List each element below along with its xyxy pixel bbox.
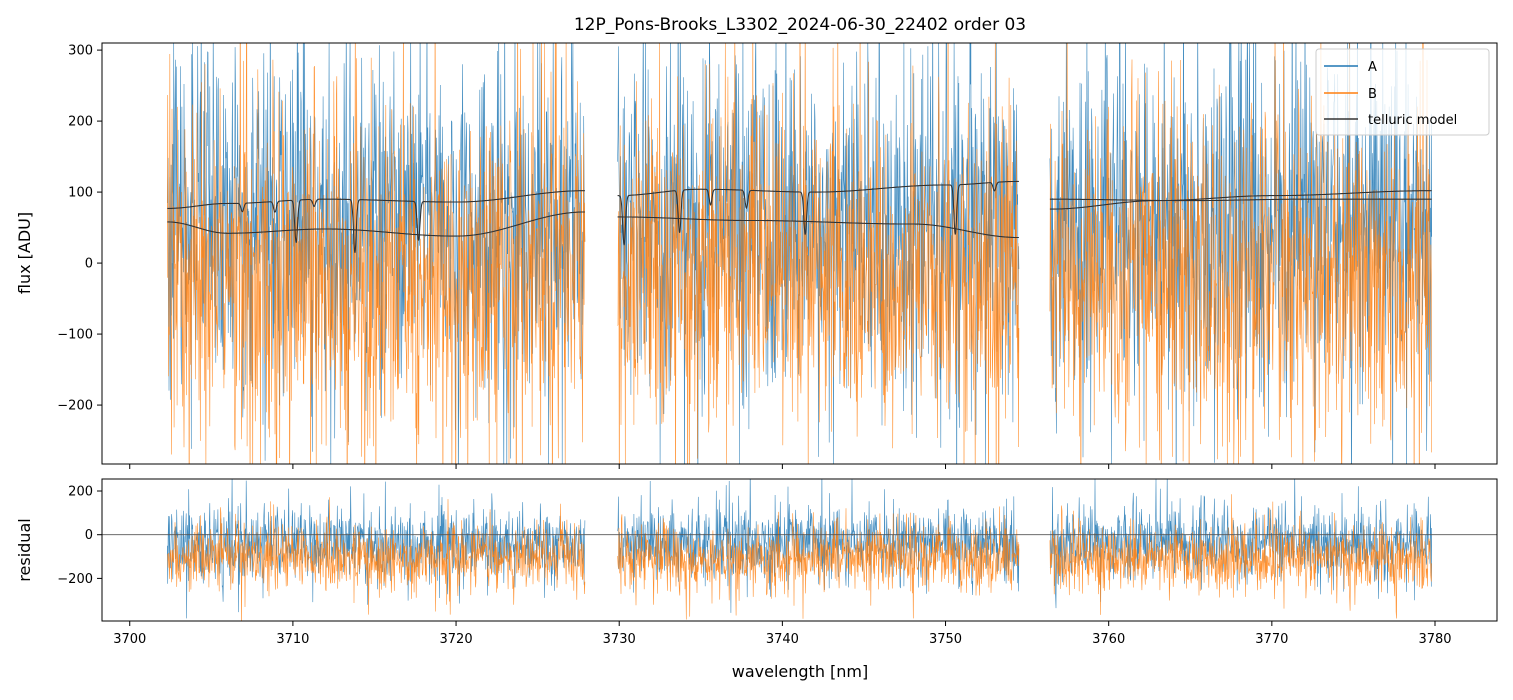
bottom-plot-area bbox=[102, 479, 1497, 621]
top-y-tick-label-4: 200 bbox=[68, 115, 93, 130]
x-tick-label-3710: 3710 bbox=[276, 632, 309, 647]
top-telluric-model-b-seg1 bbox=[617, 216, 1019, 239]
top-telluric-model-b-seg0 bbox=[167, 211, 585, 237]
top-y-tick-label-2: 0 bbox=[85, 257, 93, 272]
legend-label-telluric: telluric model bbox=[1368, 113, 1457, 128]
top-telluric-model-a-seg1 bbox=[617, 180, 1019, 246]
top-telluric-model-b-seg2 bbox=[1049, 190, 1432, 210]
legend-label-b: B bbox=[1368, 87, 1377, 102]
top-plot-area bbox=[167, 43, 1432, 464]
residual-panel: 3700 3710 3720 3730 3740 3750 3760 3770 3780 −200… bbox=[57, 478, 1498, 647]
x-tick-label-3760: 3760 bbox=[1092, 632, 1125, 647]
top-telluric-model-a-seg2 bbox=[1049, 198, 1432, 202]
top-y-axis-label: flux [ADU] bbox=[15, 212, 34, 294]
x-tick-label-3700: 3700 bbox=[113, 632, 146, 647]
legend: A B telluric model bbox=[1315, 48, 1490, 136]
x-tick-label-3780: 3780 bbox=[1418, 632, 1451, 647]
x-tick-label-3720: 3720 bbox=[440, 632, 473, 647]
bottom-y-tick-label-2: 200 bbox=[68, 485, 93, 500]
x-axis-label: wavelength [nm] bbox=[732, 662, 869, 681]
top-y-tick-label-0: −200 bbox=[57, 399, 93, 414]
top-series-b bbox=[167, 43, 1432, 464]
x-tick-label-3730: 3730 bbox=[603, 632, 636, 647]
top-y-tick-label-3: 100 bbox=[68, 186, 93, 201]
bottom-y-tick-label-1: 0 bbox=[85, 528, 93, 543]
x-tick-label-3740: 3740 bbox=[766, 632, 799, 647]
x-tick-label-3750: 3750 bbox=[929, 632, 962, 647]
bottom-y-axis-label: residual bbox=[15, 518, 34, 581]
top-axes-frame bbox=[101, 42, 1498, 465]
x-tick-label-3770: 3770 bbox=[1255, 632, 1288, 647]
top-y-tick-label-5: 300 bbox=[68, 44, 93, 59]
bottom-axes-frame bbox=[101, 478, 1498, 622]
top-y-tick-label-1: −100 bbox=[57, 328, 93, 343]
chart-title: 12P_Pons-Brooks_L3302_2024-06-30_22402 o… bbox=[574, 15, 1026, 35]
flux-panel: −200 −100 0 100 200 300 bbox=[57, 42, 1498, 469]
legend-label-a: A bbox=[1368, 60, 1377, 75]
bottom-series-b bbox=[167, 494, 1432, 621]
bottom-y-tick-label-0: −200 bbox=[57, 572, 93, 587]
legend-box bbox=[1315, 48, 1490, 136]
top-telluric-model-a-seg0 bbox=[167, 190, 585, 253]
